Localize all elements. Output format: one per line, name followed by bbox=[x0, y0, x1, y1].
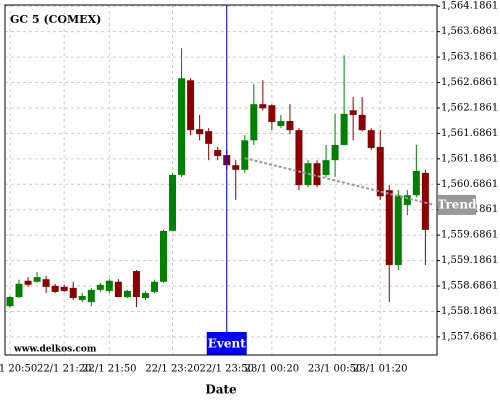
x-tick-label: 22/1 21:50 bbox=[82, 364, 136, 375]
event-label: Event bbox=[208, 337, 246, 351]
trend-label: Trend bbox=[437, 197, 477, 211]
y-tick-label: 1,561.6861 bbox=[441, 128, 498, 139]
candle-body bbox=[385, 190, 393, 265]
candle-body bbox=[295, 130, 303, 186]
candle-body bbox=[322, 160, 330, 175]
y-tick-label: 1,559.1861 bbox=[441, 255, 498, 266]
candle-body bbox=[412, 170, 420, 196]
candle-body bbox=[78, 295, 86, 301]
y-tick-label: 1,558.6861 bbox=[441, 281, 498, 292]
candle-body bbox=[187, 80, 195, 131]
x-tick-label: 22/1 21:20 bbox=[37, 364, 91, 375]
candle-body bbox=[141, 292, 149, 299]
candle-body bbox=[6, 297, 14, 307]
candle-body bbox=[205, 131, 213, 144]
candle-body bbox=[259, 104, 267, 109]
candle-body bbox=[367, 130, 375, 148]
candle-body bbox=[105, 280, 113, 291]
y-tick-label: 1,562.6861 bbox=[441, 77, 498, 88]
candle-body bbox=[169, 174, 177, 231]
y-tick-label: 1,563.1861 bbox=[441, 52, 498, 63]
x-tick-label: 23/1 01:20 bbox=[353, 364, 407, 375]
candle-body bbox=[96, 284, 104, 290]
candle-body bbox=[160, 230, 168, 282]
candle-body bbox=[24, 280, 32, 285]
candle-body bbox=[358, 114, 366, 131]
x-tick-label: 22/1 23:20 bbox=[145, 364, 199, 375]
candle-body bbox=[150, 281, 158, 292]
candle-body bbox=[268, 105, 276, 123]
watermark: www.delkos.com bbox=[13, 345, 97, 355]
candle-body bbox=[277, 120, 285, 127]
candle-body bbox=[331, 144, 339, 161]
candle-body bbox=[60, 286, 68, 291]
x-tick-label: 22/1 23:50 bbox=[199, 364, 253, 375]
chart-title: GC 5 (COMEX) bbox=[10, 13, 101, 26]
candle-body bbox=[250, 104, 258, 141]
candle-body bbox=[403, 195, 411, 205]
candle-body bbox=[132, 271, 140, 298]
trend-label-box bbox=[438, 194, 476, 215]
x-axis-title: Date bbox=[205, 383, 237, 397]
y-tick-label: 1,559.6861 bbox=[441, 230, 498, 241]
candle-body bbox=[178, 78, 186, 175]
candle-body bbox=[196, 129, 204, 135]
x-tick-label: 23/1 00:50 bbox=[308, 364, 362, 375]
candle-body bbox=[214, 149, 222, 157]
y-tick-label: 1,557.6861 bbox=[441, 331, 498, 342]
candle-body bbox=[376, 146, 384, 197]
candle-body bbox=[33, 277, 41, 282]
y-tick-label: 1,560.6861 bbox=[441, 179, 498, 190]
candle-body bbox=[15, 283, 23, 298]
y-tick-label: 1,562.1861 bbox=[441, 102, 498, 113]
y-tick-label: 1,563.6861 bbox=[441, 26, 498, 37]
candle-body bbox=[349, 110, 357, 115]
candle-body bbox=[286, 120, 294, 131]
event-label-box bbox=[206, 332, 247, 355]
x-tick-label: 23/1 00:20 bbox=[245, 364, 299, 375]
candle-body bbox=[87, 289, 95, 303]
plot-frame bbox=[4, 4, 438, 356]
candle-body bbox=[42, 279, 50, 287]
trend-line bbox=[244, 157, 435, 206]
candle-body bbox=[232, 165, 240, 170]
candle-body bbox=[241, 140, 249, 170]
y-tick-label: 1,561.1861 bbox=[441, 153, 498, 164]
y-tick-label: 1,564.1861 bbox=[441, 1, 498, 12]
candle-body bbox=[69, 287, 77, 299]
candle-body bbox=[340, 113, 348, 145]
x-tick-label: 22/1 20:50 bbox=[0, 364, 37, 375]
candle-body bbox=[394, 195, 402, 265]
candle-body bbox=[51, 285, 59, 292]
candle-body bbox=[421, 172, 429, 230]
candle-body bbox=[123, 290, 131, 298]
candle-body bbox=[313, 163, 321, 186]
y-tick-label: 1,558.1861 bbox=[441, 306, 498, 317]
candle-body bbox=[114, 281, 122, 298]
